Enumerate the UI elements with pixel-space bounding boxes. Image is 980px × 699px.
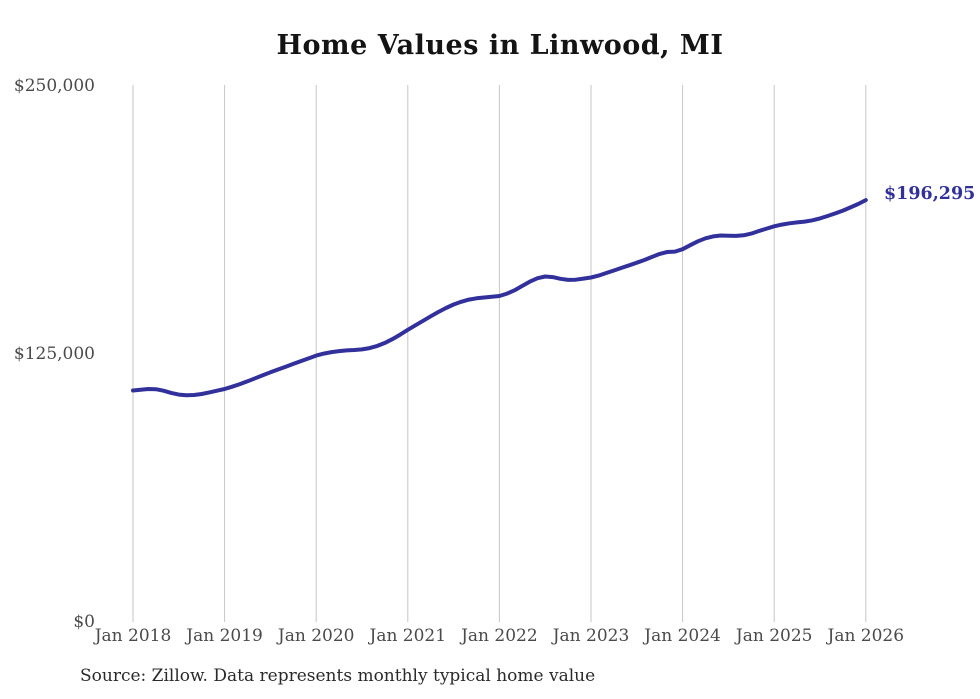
chart-title: Home Values in Linwood, MI bbox=[276, 30, 724, 61]
y-axis-tick-label: $250,000 bbox=[14, 76, 95, 96]
x-axis-tick-label: Jan 2021 bbox=[368, 626, 447, 646]
x-axis-tick-label: Jan 2019 bbox=[184, 626, 263, 646]
x-axis-tick-label: Jan 2026 bbox=[826, 626, 905, 646]
y-axis-tick-label: $125,000 bbox=[14, 344, 95, 364]
y-axis-tick-label: $0 bbox=[73, 612, 95, 632]
x-axis-tick-label: Jan 2025 bbox=[734, 626, 813, 646]
x-axis-tick-label: Jan 2024 bbox=[642, 626, 721, 646]
x-axis-tick-label: Jan 2023 bbox=[551, 626, 630, 646]
latest-value-label: $196,295 bbox=[884, 184, 976, 204]
x-axis-tick-label: Jan 2020 bbox=[276, 626, 355, 646]
home-value-line bbox=[131, 198, 868, 398]
source-note: Source: Zillow. Data represents monthly … bbox=[80, 666, 596, 686]
x-axis-tick-label: Jan 2018 bbox=[93, 626, 172, 646]
x-axis-tick-label: Jan 2022 bbox=[459, 626, 538, 646]
